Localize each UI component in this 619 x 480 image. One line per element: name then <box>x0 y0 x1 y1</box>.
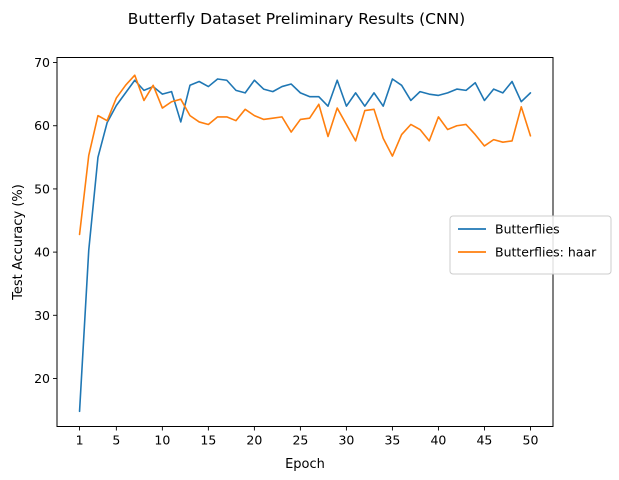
x-tick-label: 15 <box>200 433 216 448</box>
y-tick-label: 60 <box>34 118 50 133</box>
y-axis-ticks: 20 30 40 50 60 70 <box>34 55 57 386</box>
x-tick-label: 45 <box>476 433 492 448</box>
y-tick-label: 70 <box>34 55 50 70</box>
legend-box <box>449 215 612 275</box>
y-tick-label: 50 <box>34 181 50 196</box>
legend: Butterflies Butterflies: haar <box>449 215 612 275</box>
legend-label-1: Butterflies: haar <box>495 245 597 260</box>
y-axis-label: Test Accuracy (%) <box>11 184 26 301</box>
x-tick-label: 10 <box>154 433 170 448</box>
x-tick-label: 40 <box>430 433 446 448</box>
x-tick-label: 1 <box>76 433 84 448</box>
x-tick-label: 50 <box>523 433 539 448</box>
x-tick-label: 5 <box>112 433 120 448</box>
y-tick-label: 40 <box>34 245 50 260</box>
plot-lines <box>78 74 532 413</box>
x-tick-label: 30 <box>338 433 354 448</box>
x-tick-label: 35 <box>384 433 400 448</box>
y-tick-label: 20 <box>34 371 50 386</box>
y-tick-label: 30 <box>34 308 50 323</box>
series-line-1 <box>78 74 532 236</box>
legend-label-0: Butterflies <box>495 222 560 237</box>
x-tick-label: 20 <box>246 433 262 448</box>
x-axis-label: Epoch <box>285 457 325 472</box>
chart-title: Butterfly Dataset Preliminary Results (C… <box>128 10 465 28</box>
x-axis-ticks: 1 5 10 15 20 25 30 35 40 45 50 <box>76 426 539 448</box>
x-tick-label: 25 <box>292 433 308 448</box>
